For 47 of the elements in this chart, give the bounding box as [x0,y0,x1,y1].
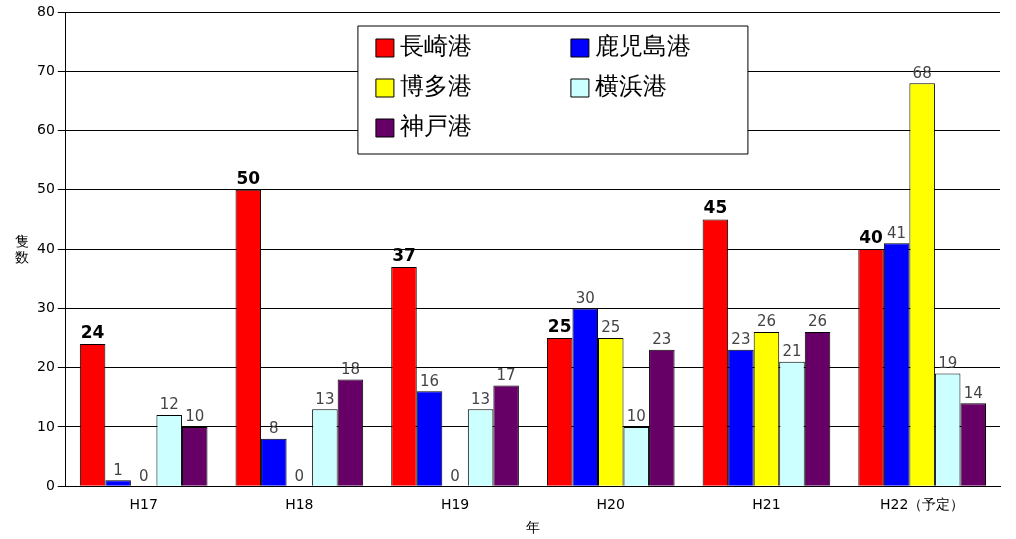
y-tick-label: 10 [36,417,55,434]
data-label: 24 [80,321,105,342]
data-label: 25 [547,315,572,336]
y-tick-label: 30 [36,299,55,316]
y-tick-label: 20 [36,358,55,375]
x-tick-label: H18 [285,496,314,513]
data-label: 25 [601,318,621,337]
data-label: 17 [496,365,516,384]
data-label: 0 [138,466,149,485]
data-label: 13 [315,389,335,408]
data-label: 23 [652,330,672,349]
data-label: 12 [159,395,179,414]
data-label: 23 [731,330,751,349]
y-tick-label: 60 [36,121,55,138]
x-tick-label: H17 [129,496,158,513]
data-label: 13 [471,389,491,408]
legend-label: 神戸港 [399,112,472,141]
legend-label: 横浜港 [594,72,667,101]
data-label: 16 [419,371,440,390]
y-tick-label: 0 [45,476,55,493]
x-tick-label: H21 [752,496,781,513]
y-tick-label: 70 [36,61,55,78]
y-tick-label: 80 [36,2,55,19]
data-label: 10 [185,407,205,426]
data-label: 21 [782,342,802,361]
data-label: 0 [294,466,305,485]
legend-label: 博多港 [399,72,472,101]
data-label: 10 [626,407,646,426]
data-label: 1 [113,460,123,479]
x-tick-label: H20 [596,496,625,513]
legend-label: 鹿児島港 [594,32,691,61]
data-label: 0 [450,466,460,485]
data-label: 26 [756,312,776,331]
y-tick-label: 50 [36,180,55,197]
y-tick-label: 40 [36,239,55,256]
data-label: 45 [703,197,728,218]
data-label: 14 [963,383,983,402]
x-axis-title: 年 [525,519,540,535]
data-label: 30 [575,288,595,307]
data-label: 41 [887,223,907,242]
data-label: 50 [236,167,261,188]
data-label: 26 [807,312,828,331]
data-label: 40 [859,227,884,248]
legend-label: 長崎港 [399,32,472,61]
x-tick-label: H22（予定） [879,496,965,513]
y-axis-title: 隻数 [15,233,29,266]
x-tick-label: H19 [440,496,470,513]
